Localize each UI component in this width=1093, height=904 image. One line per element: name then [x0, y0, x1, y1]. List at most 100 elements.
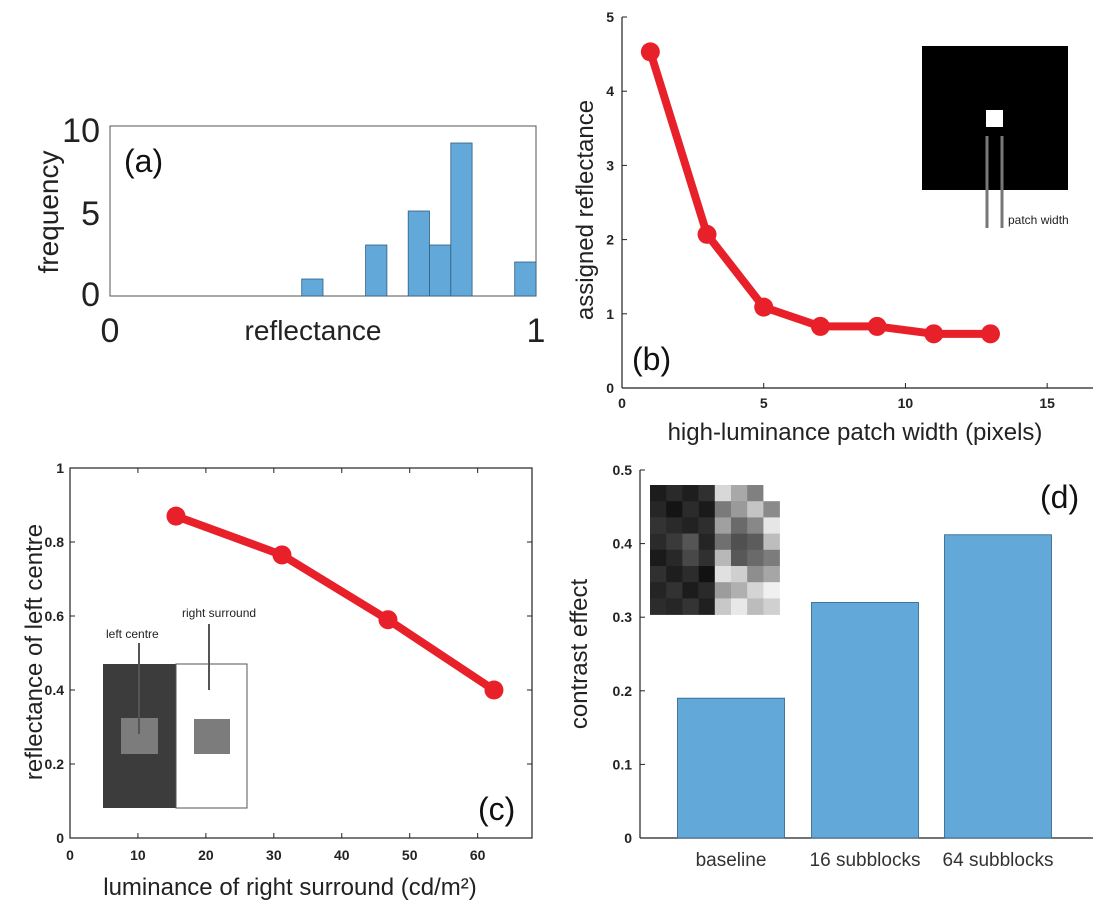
y-tick-label: 0.5: [613, 462, 633, 478]
data-point: [698, 225, 717, 244]
data-point: [272, 545, 291, 564]
inset-pixel-block: [763, 550, 780, 567]
panel-a-ylabel: frequency: [33, 151, 64, 274]
inset-pixel-block: [763, 534, 780, 551]
panel-a-ytick: 10: [62, 112, 100, 150]
data-point: [868, 317, 887, 336]
histogram-bar: [366, 245, 387, 296]
panel-c-label: (c): [478, 791, 515, 827]
inset-right-centre-patch: [194, 719, 230, 754]
x-tick-label: 0: [66, 847, 74, 863]
inset-pixel-block: [763, 598, 780, 615]
inset-pixel-block: [715, 598, 732, 615]
inset-pixel-block: [747, 501, 764, 518]
panel-d-bar-chart: 0 0.1 0.2 0.3 0.4 0.5 baseline 16 subblocks 64 …: [566, 462, 1093, 871]
x-tick-label: 10: [898, 395, 914, 411]
bar: [812, 602, 919, 838]
inset-pixel-block: [666, 582, 683, 599]
inset-pixel-block: [682, 517, 699, 534]
bar: [678, 698, 785, 838]
bar: [945, 535, 1052, 838]
inset-pixel-block: [699, 566, 716, 583]
x-tick-label: 10: [130, 847, 146, 863]
panel-b-xlabel: high-luminance patch width (pixels): [668, 419, 1043, 446]
data-point: [924, 324, 943, 343]
inset-pixel-block: [731, 501, 748, 518]
inset-pixel-block: [715, 534, 732, 551]
inset-pixel-block: [682, 598, 699, 615]
data-point: [378, 610, 397, 629]
y-tick-label: 5: [606, 9, 614, 25]
inset-pixel-block: [747, 534, 764, 551]
x-tick-label: 30: [266, 847, 282, 863]
inset-pixel-block: [682, 582, 699, 599]
inset-pixel-block: [715, 566, 732, 583]
panel-a-xtick: 0: [101, 312, 120, 350]
x-tick-label: 50: [402, 847, 418, 863]
inset-pixel-block: [699, 534, 716, 551]
inset-pixel-block: [731, 534, 748, 551]
x-tick-label: 20: [198, 847, 214, 863]
inset-pixel-block: [715, 550, 732, 567]
inset-pixel-block: [682, 534, 699, 551]
inset-pixel-block: [666, 485, 683, 502]
inset-pixel-block: [731, 598, 748, 615]
inset-label-left-centre: left centre: [106, 627, 159, 641]
data-point: [811, 317, 830, 336]
panel-c-line-chart: 0 10 20 30 40 50 60 0 0.2 0.4 0.6 0.8 1 left centre …: [21, 460, 532, 901]
inset-pixel-block: [650, 517, 667, 534]
inset-label-right-surround: right surround: [182, 606, 256, 620]
inset-pixel-block: [650, 566, 667, 583]
panel-a-xlabel: reflectance: [245, 315, 382, 346]
inset-pixel-block: [763, 582, 780, 599]
y-tick-label: 1: [56, 460, 64, 476]
y-tick-label: 0: [56, 830, 64, 846]
inset-pixel-block: [763, 566, 780, 583]
x-tick-label: 40: [334, 847, 350, 863]
y-tick-label: 4: [606, 83, 614, 99]
y-tick-label: 0: [624, 830, 632, 846]
inset-pixel-block: [747, 517, 764, 534]
inset-pixel-block: [715, 485, 732, 502]
inset-pixel-block: [747, 598, 764, 615]
x-tick-label: 15: [1039, 395, 1055, 411]
inset-pixel-block: [731, 582, 748, 599]
x-tick-label: 60: [470, 847, 486, 863]
histogram-bar: [408, 211, 429, 296]
inset-label-patch-width: patch width: [1008, 213, 1069, 227]
inset-pixel-block: [650, 534, 667, 551]
inset-pixel-block: [715, 582, 732, 599]
panel-a-histogram: 10 5 0 0 1 reflectance frequency (a): [33, 112, 545, 350]
histogram-bar: [515, 262, 536, 296]
y-tick-label: 0.1: [613, 756, 633, 772]
histogram-bar: [451, 143, 472, 296]
panel-d-label: (d): [1040, 479, 1079, 515]
panel-b-label: (b): [632, 341, 671, 377]
y-tick-label: 1: [606, 306, 614, 322]
x-tick-label: 5: [760, 395, 768, 411]
inset-pixel-block: [699, 517, 716, 534]
inset-pixel-block: [763, 501, 780, 518]
inset-pixel-block: [731, 550, 748, 567]
y-tick-label: 3: [606, 157, 614, 173]
panel-b-ylabel: assigned reflectance: [572, 100, 599, 320]
inset-pixel-block: [682, 501, 699, 518]
inset-pixel-block: [715, 501, 732, 518]
inset-pixel-block: [666, 517, 683, 534]
panel-c-inset: left centre right surround: [103, 606, 256, 808]
panel-c-xlabel: luminance of right surround (cd/m²): [103, 874, 476, 901]
data-point: [754, 298, 773, 317]
inset-pixel-block: [747, 582, 764, 599]
inset-pixel-block: [666, 501, 683, 518]
inset-pixel-block: [666, 598, 683, 615]
y-tick-label: 0.2: [613, 683, 633, 699]
y-tick-label: 0.3: [613, 609, 633, 625]
inset-pixel-block: [650, 501, 667, 518]
panel-a-ytick: 0: [81, 276, 100, 314]
x-category-label: 64 subblocks: [943, 850, 1054, 871]
inset-pixel-block: [666, 534, 683, 551]
inset-pixel-block: [650, 582, 667, 599]
panel-b-inset: patch width: [922, 46, 1069, 228]
histogram-bar: [302, 279, 323, 296]
